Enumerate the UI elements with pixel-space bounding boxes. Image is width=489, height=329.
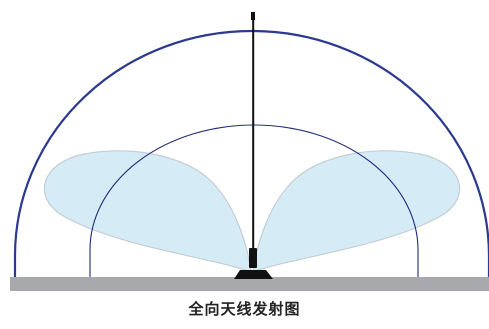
ground-plane [10,277,489,291]
left-radiation-lobe [43,150,252,273]
antenna-icon [234,12,273,279]
outer-coverage-arc [13,29,489,279]
radiation-pattern-diagram [10,12,489,291]
diagram-caption: 全向天线发射图 [188,300,301,318]
right-radiation-lobe [252,150,461,273]
